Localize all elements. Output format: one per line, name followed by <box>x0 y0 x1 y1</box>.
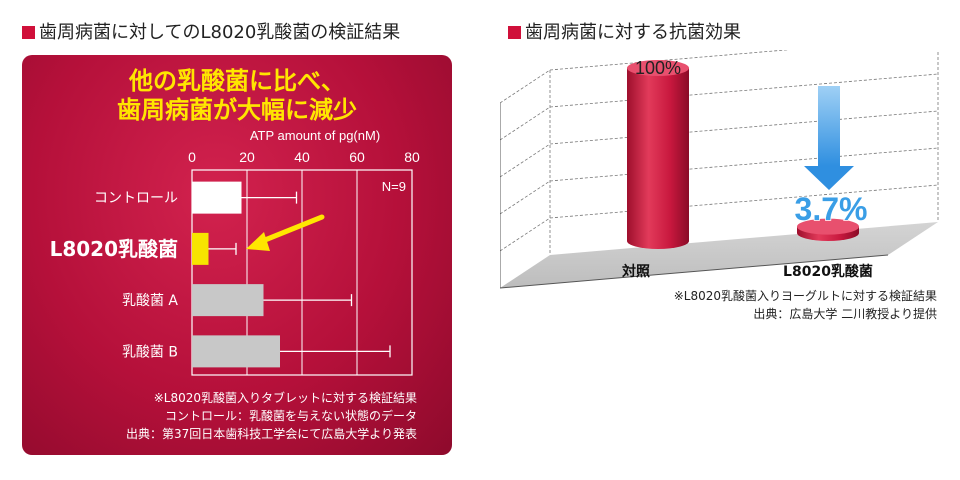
bar <box>192 181 242 214</box>
y-gridline-side <box>500 180 551 215</box>
bar <box>192 335 280 368</box>
right-heading-text: 歯周病菌に対する抗菌効果 <box>525 22 741 43</box>
y-gridline <box>549 184 939 219</box>
x-tick-label: 20 <box>239 149 255 165</box>
sample-size-annotation: N=9 <box>382 179 406 194</box>
y-gridline-side <box>500 217 551 252</box>
bar <box>192 284 264 317</box>
y-gridline-side <box>500 143 551 178</box>
chart-title: 他の乳酸菌に比べ、 <box>128 67 345 95</box>
y-gridline <box>549 73 939 108</box>
category-label: 乳酸菌 A <box>122 293 178 309</box>
y-gridline <box>549 110 939 145</box>
y-gridline-side <box>500 69 551 104</box>
heading-square-icon <box>508 26 521 39</box>
x-axis-label: ATP amount of pg(nM) <box>250 128 380 143</box>
chart-note: 出典：広島大学 二川教授より提供 <box>753 306 937 321</box>
x-tick-label: 80 <box>404 149 420 165</box>
value-label: 100% <box>635 58 681 78</box>
cylinder-bar <box>627 68 689 249</box>
right-chart-heading: 歯周病菌に対する抗菌効果 <box>508 18 741 44</box>
left-chart-panel: 他の乳酸菌に比べ、 歯周病菌が大幅に減少 ATP amount of pg(nM… <box>22 55 452 455</box>
value-label: 3.7% <box>795 191 868 227</box>
left-heading-text: 歯周病菌に対してのL8020乳酸菌の検証結果 <box>39 22 401 43</box>
x-tick-label: 0 <box>188 149 196 165</box>
y-gridline <box>549 147 939 182</box>
category-label: L8020乳酸菌 <box>50 237 178 261</box>
pointer-arrow <box>246 214 325 251</box>
category-label: L8020乳酸菌 <box>783 263 873 280</box>
x-tick-label: 40 <box>294 149 310 165</box>
atp-bar-chart: 他の乳酸菌に比べ、 歯周病菌が大幅に減少 ATP amount of pg(nM… <box>50 67 420 441</box>
heading-square-icon <box>22 26 35 39</box>
cylinder-top <box>797 218 859 235</box>
plot-area-border <box>191 169 413 376</box>
chart-note: ※L8020乳酸菌入りヨーグルトに対する検証結果 <box>674 288 937 303</box>
chart-note: コントロール：乳酸菌を与えない状態のデータ <box>165 408 417 423</box>
chart-note: 出典：第37回日本歯科技工学会にて広島大学より発表 <box>126 426 417 441</box>
category-label: 対照 <box>621 263 650 280</box>
x-tick-label: 60 <box>349 149 365 165</box>
bar <box>192 232 209 265</box>
cylinder-top <box>627 60 689 76</box>
chart-subtitle: 歯周病菌が大幅に減少 <box>117 96 357 124</box>
category-label: 乳酸菌 B <box>122 344 178 360</box>
y-gridline-side <box>500 106 551 141</box>
down-arrow-icon <box>804 86 854 190</box>
y-gridline <box>549 50 790 71</box>
chart-note: ※L8020乳酸菌入りタブレットに対する検証結果 <box>154 390 417 405</box>
left-chart-heading: 歯周病菌に対してのL8020乳酸菌の検証結果 <box>22 18 400 44</box>
category-label: コントロール <box>94 191 178 207</box>
